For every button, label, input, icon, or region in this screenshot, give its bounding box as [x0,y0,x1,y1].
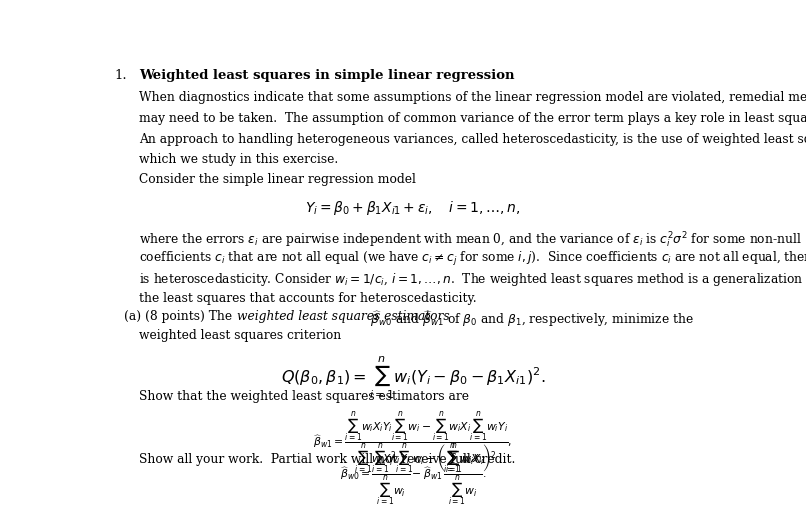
Text: $Y_i = \beta_0 + \beta_1 X_{i1} + \varepsilon_i, \quad i = 1,\ldots,n,$: $Y_i = \beta_0 + \beta_1 X_{i1} + \varep… [305,199,521,217]
Text: may need to be taken.  The assumption of common variance of the error term plays: may need to be taken. The assumption of … [139,112,806,125]
Text: $\widehat{\beta}_{w0}$ and $\widehat{\beta}_{w1}$ of $\beta_0$ and $\beta_1$, re: $\widehat{\beta}_{w0}$ and $\widehat{\be… [367,310,693,329]
Text: where the errors $\varepsilon_i$ are pairwise independent with mean 0, and the v: where the errors $\varepsilon_i$ are pai… [139,230,802,250]
Text: weighted least squares criterion: weighted least squares criterion [139,329,342,342]
Text: 1.: 1. [114,69,127,81]
Text: $\widehat{\beta}_{w1} = \dfrac{\sum_{i=1}^{n} w_i X_i Y_i \sum_{i=1}^{n} w_i - \: $\widehat{\beta}_{w1} = \dfrac{\sum_{i=1… [314,409,513,476]
Text: coefficients $c_i$ that are not all equal (we have $c_i \neq c_j$ for some $i, j: coefficients $c_i$ that are not all equa… [139,251,806,268]
Text: weighted least squares estimators: weighted least squares estimators [237,310,450,323]
Text: Consider the simple linear regression model: Consider the simple linear regression mo… [139,173,417,186]
Text: the least squares that accounts for heteroscedasticity.: the least squares that accounts for hete… [139,292,477,305]
Text: (a) (8 points) The: (a) (8 points) The [124,310,236,323]
Text: Weighted least squares in simple linear regression: Weighted least squares in simple linear … [139,69,515,81]
Text: Show all your work.  Partial work will not receive full credit.: Show all your work. Partial work will no… [139,453,516,466]
Text: Show that the weighted least squares estimators are: Show that the weighted least squares est… [139,390,469,403]
Text: When diagnostics indicate that some assumptions of the linear regression model a: When diagnostics indicate that some assu… [139,91,806,104]
Text: An approach to handling heterogeneous variances, called heteroscedasticity, is t: An approach to handling heterogeneous va… [139,133,806,146]
Text: $Q(\beta_0,\beta_1) = \sum_{i=1}^{n} w_i(Y_i - \beta_0 - \beta_1 X_{i1})^2.$: $Q(\beta_0,\beta_1) = \sum_{i=1}^{n} w_i… [280,354,546,401]
Text: $\widehat{\beta}_{w0} = \dfrac{\sum_{i=1}^{n} w_i Y_i}{\sum_{i=1}^{n} w_i} - \wi: $\widehat{\beta}_{w0} = \dfrac{\sum_{i=1… [340,441,486,508]
Text: which we study in this exercise.: which we study in this exercise. [139,153,339,167]
Text: is heteroscedasticity. Consider $w_i = 1/c_i$, $i = 1,\ldots,n$.  The weighted l: is heteroscedasticity. Consider $w_i = 1… [139,271,806,288]
